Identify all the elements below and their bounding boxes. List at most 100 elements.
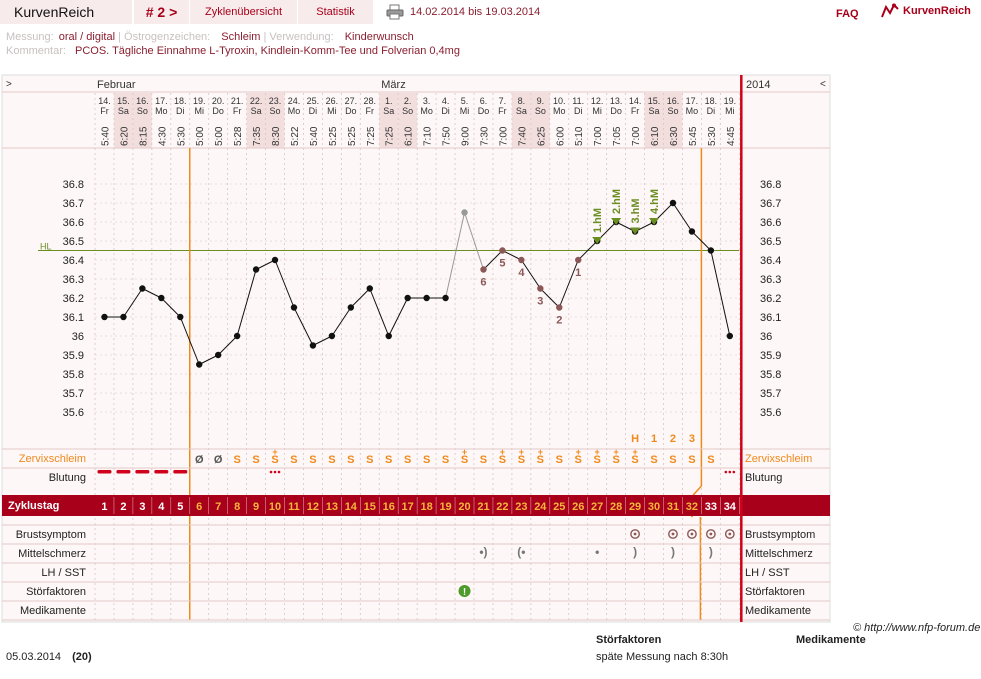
measure-time: 6:10 (650, 126, 661, 146)
day-number: 17. (686, 96, 699, 106)
temp-line-segment (691, 231, 712, 251)
weekend-column (644, 93, 664, 148)
printer-icon[interactable] (386, 4, 404, 23)
row-label-mittel: Mittelschmerz (18, 548, 86, 560)
zervix-value: S (537, 454, 544, 466)
row-label-lh: LH / SST (41, 567, 86, 579)
weekday-label: So (137, 106, 148, 116)
measure-time: 7:50 (442, 126, 453, 146)
zervix-value: S (404, 454, 411, 466)
high-marker-triangle (649, 218, 660, 225)
measurement-info: Messung: oral / digital | Östrogenzeiche… (6, 31, 414, 43)
period-range: 14.02.2014 bis 19.03.2014 (410, 6, 541, 18)
temp-point (177, 313, 184, 321)
temp-line-segment (142, 288, 162, 299)
weekday-label: Mo (288, 106, 301, 116)
cycle-number-tab[interactable]: # 2 > (134, 0, 190, 24)
day-number: 22. (250, 96, 263, 106)
temp-line-segment (388, 297, 409, 337)
measure-time: 5:10 (574, 126, 585, 146)
weekday-label: So (270, 106, 281, 116)
temp-point (499, 247, 506, 254)
weekday-label: Sa (516, 106, 527, 116)
bleeding-heavy-mark (116, 470, 131, 474)
disturbance-icon-mark: ! (463, 587, 466, 598)
oestrogen-value: Schleim (221, 31, 261, 43)
peak-day-marker: 3 (689, 433, 695, 445)
weekday-label: Do (345, 106, 357, 116)
low-count-label: 4 (518, 267, 525, 279)
day-number: 6. (480, 96, 488, 106)
row-label-right-brust: Brustsymptom (745, 529, 815, 541)
weekday-label: So (535, 106, 546, 116)
zervix-value: S (271, 454, 278, 466)
measure-time: 5:40 (309, 126, 320, 146)
day-number: 5. (461, 96, 469, 106)
y-tick-right: 36.6 (760, 217, 781, 229)
weekend-column (265, 93, 285, 148)
weekday-label: Mi (460, 106, 470, 116)
zervix-value: Ø (195, 454, 204, 466)
y-tick-left: 35.8 (63, 369, 84, 381)
measure-time: 7:25 (385, 126, 396, 146)
y-tick-left: 36 (72, 331, 84, 343)
temp-point (575, 256, 582, 264)
zervix-value: S (328, 454, 335, 466)
day-number: 10. (553, 96, 566, 106)
zervix-plus: + (500, 447, 505, 457)
zervix-value: S (594, 454, 601, 466)
high-count-label: 2.hM (611, 189, 623, 214)
messung-label: Messung: (6, 31, 54, 43)
temp-point (309, 342, 317, 349)
breast-symptom-icon-dot (671, 532, 675, 536)
statistics-tab[interactable]: Statistik (298, 0, 374, 24)
measure-time: 6:00 (555, 126, 566, 146)
oestrogen-label: Östrogenzeichen: (124, 31, 211, 43)
weekday-label: Mi (592, 106, 602, 116)
mittelschmerz-icon: • (595, 545, 599, 559)
faq-link[interactable]: FAQ (836, 8, 859, 20)
bleeding-light-dot (273, 470, 277, 474)
temp-line-segment (293, 307, 314, 346)
cycle-day-number: 20 (458, 501, 470, 513)
temp-line-segment (520, 259, 541, 289)
day-number: 14. (98, 96, 111, 106)
cycle-overview-tab[interactable]: Zyklenübersicht (190, 0, 298, 24)
disturbance-icon (458, 585, 471, 597)
weekday-label: Mo (553, 106, 566, 116)
bleeding-heavy-mark (135, 470, 150, 474)
y-tick-right: 36.5 (760, 236, 781, 248)
temp-point (423, 294, 430, 302)
breast-symptom-icon (668, 529, 678, 539)
measure-time: 5:30 (176, 126, 187, 146)
logo[interactable]: KurvenReich (880, 3, 971, 19)
row-label-right-lh: LH / SST (745, 567, 790, 579)
measure-time: 7:00 (498, 126, 509, 146)
cycle-day-number: 32 (686, 501, 698, 513)
measure-time: 8:15 (138, 126, 149, 146)
temp-point (726, 332, 734, 340)
day-number: 13. (610, 96, 623, 106)
temp-point (101, 313, 108, 321)
weekday-label: Mi (327, 106, 337, 116)
weekday-label: Fr (498, 106, 507, 116)
day-number: 12. (591, 96, 604, 106)
zervix-plus: + (538, 447, 543, 457)
day-number: 16. (667, 96, 680, 106)
high-marker-triangle (592, 237, 603, 244)
verwendung-label: Verwendung: (269, 31, 334, 43)
row-label-zervix: Zervixschleim (19, 453, 86, 465)
zervix-value: S (442, 454, 449, 466)
temp-point (347, 304, 355, 311)
measure-time: 7:30 (479, 126, 490, 146)
zervix-value: S (290, 454, 297, 466)
temp-point (120, 313, 127, 321)
kommentar-label: Kommentar: (6, 45, 66, 57)
brand-title[interactable]: KurvenReich (0, 0, 133, 24)
y-tick-right: 36.2 (760, 293, 781, 305)
weekday-label: Fr (233, 106, 242, 116)
y-tick-right: 35.6 (760, 407, 781, 419)
measure-time: 5:30 (707, 126, 718, 146)
verwendung-value: Kinderwunsch (344, 31, 414, 43)
